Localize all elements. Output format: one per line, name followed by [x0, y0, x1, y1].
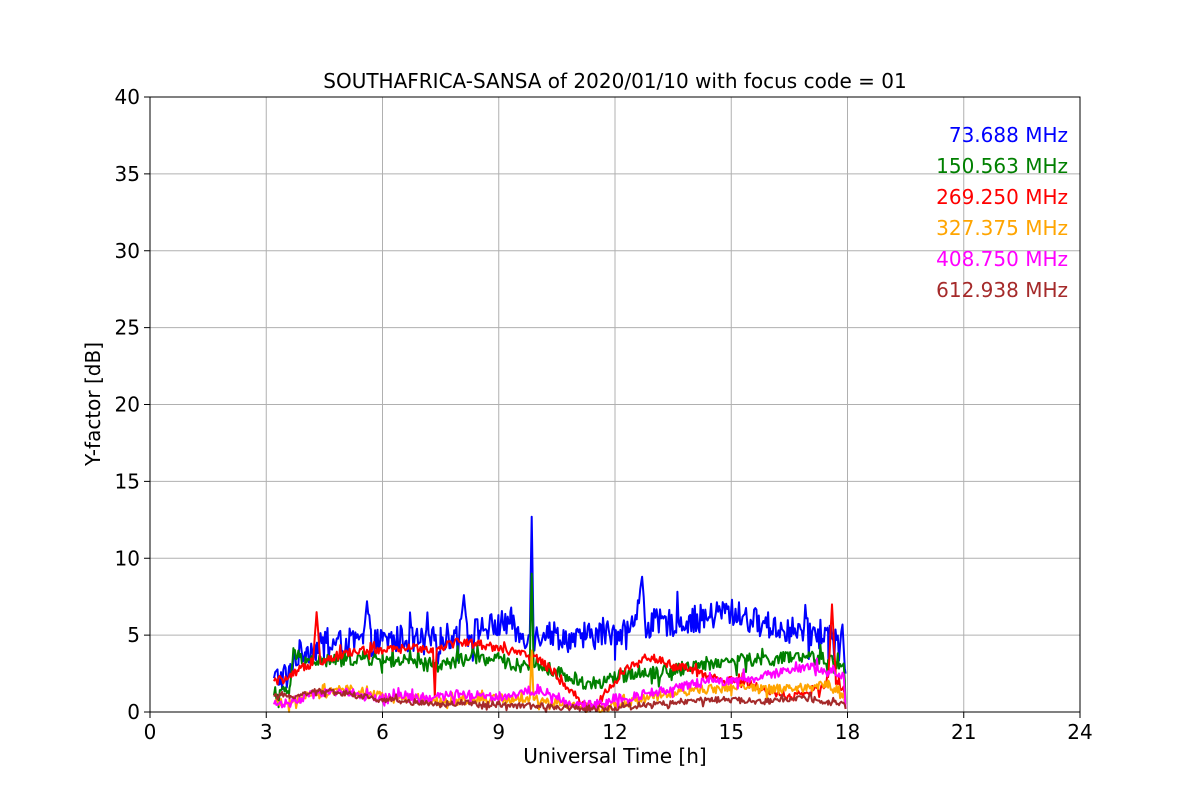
y-tick-label: 10 [115, 546, 140, 570]
x-tick-label: 9 [492, 720, 505, 744]
series-line-4 [273, 657, 847, 711]
y-tick-label: 40 [115, 85, 140, 109]
y-tick-label: 30 [115, 239, 140, 263]
x-tick-label: 12 [602, 720, 627, 744]
y-tick-label: 20 [115, 393, 140, 417]
x-tick-label: 15 [719, 720, 744, 744]
y-axis-label: Y-factor [dB] [81, 342, 105, 467]
series-line-5 [273, 687, 847, 713]
axes: 0 3 6 9 12 15 18 21 24 0 5 10 15 20 25 30 35 40 [115, 85, 1093, 744]
x-axis-label: Universal Time [h] [523, 744, 706, 768]
y-tick-label: 35 [115, 162, 140, 186]
legend: 73.688 MHz 150.563 MHz 269.250 MHz 327.375 … [936, 123, 1068, 302]
x-tick-label: 6 [376, 720, 389, 744]
legend-entry: 150.563 MHz [936, 154, 1068, 178]
legend-entry: 408.750 MHz [936, 247, 1068, 271]
series-line-0 [273, 515, 847, 691]
x-tick-label: 3 [260, 720, 273, 744]
plot-series [273, 515, 847, 713]
y-tick-label: 25 [115, 316, 140, 340]
y-tick-label: 5 [127, 623, 140, 647]
x-tick-label: 21 [951, 720, 976, 744]
y-tick-label: 0 [127, 700, 140, 724]
legend-entry: 269.250 MHz [936, 185, 1068, 209]
series-line-1 [273, 572, 847, 709]
x-tick-label: 24 [1067, 720, 1092, 744]
x-tick-label: 0 [144, 720, 157, 744]
x-tick-label: 18 [835, 720, 860, 744]
chart-title: SOUTHAFRICA-SANSA of 2020/01/10 with foc… [323, 69, 907, 93]
legend-entry: 327.375 MHz [936, 216, 1068, 240]
legend-entry: 612.938 MHz [936, 278, 1068, 302]
legend-entry: 73.688 MHz [949, 123, 1068, 147]
y-tick-label: 15 [115, 469, 140, 493]
